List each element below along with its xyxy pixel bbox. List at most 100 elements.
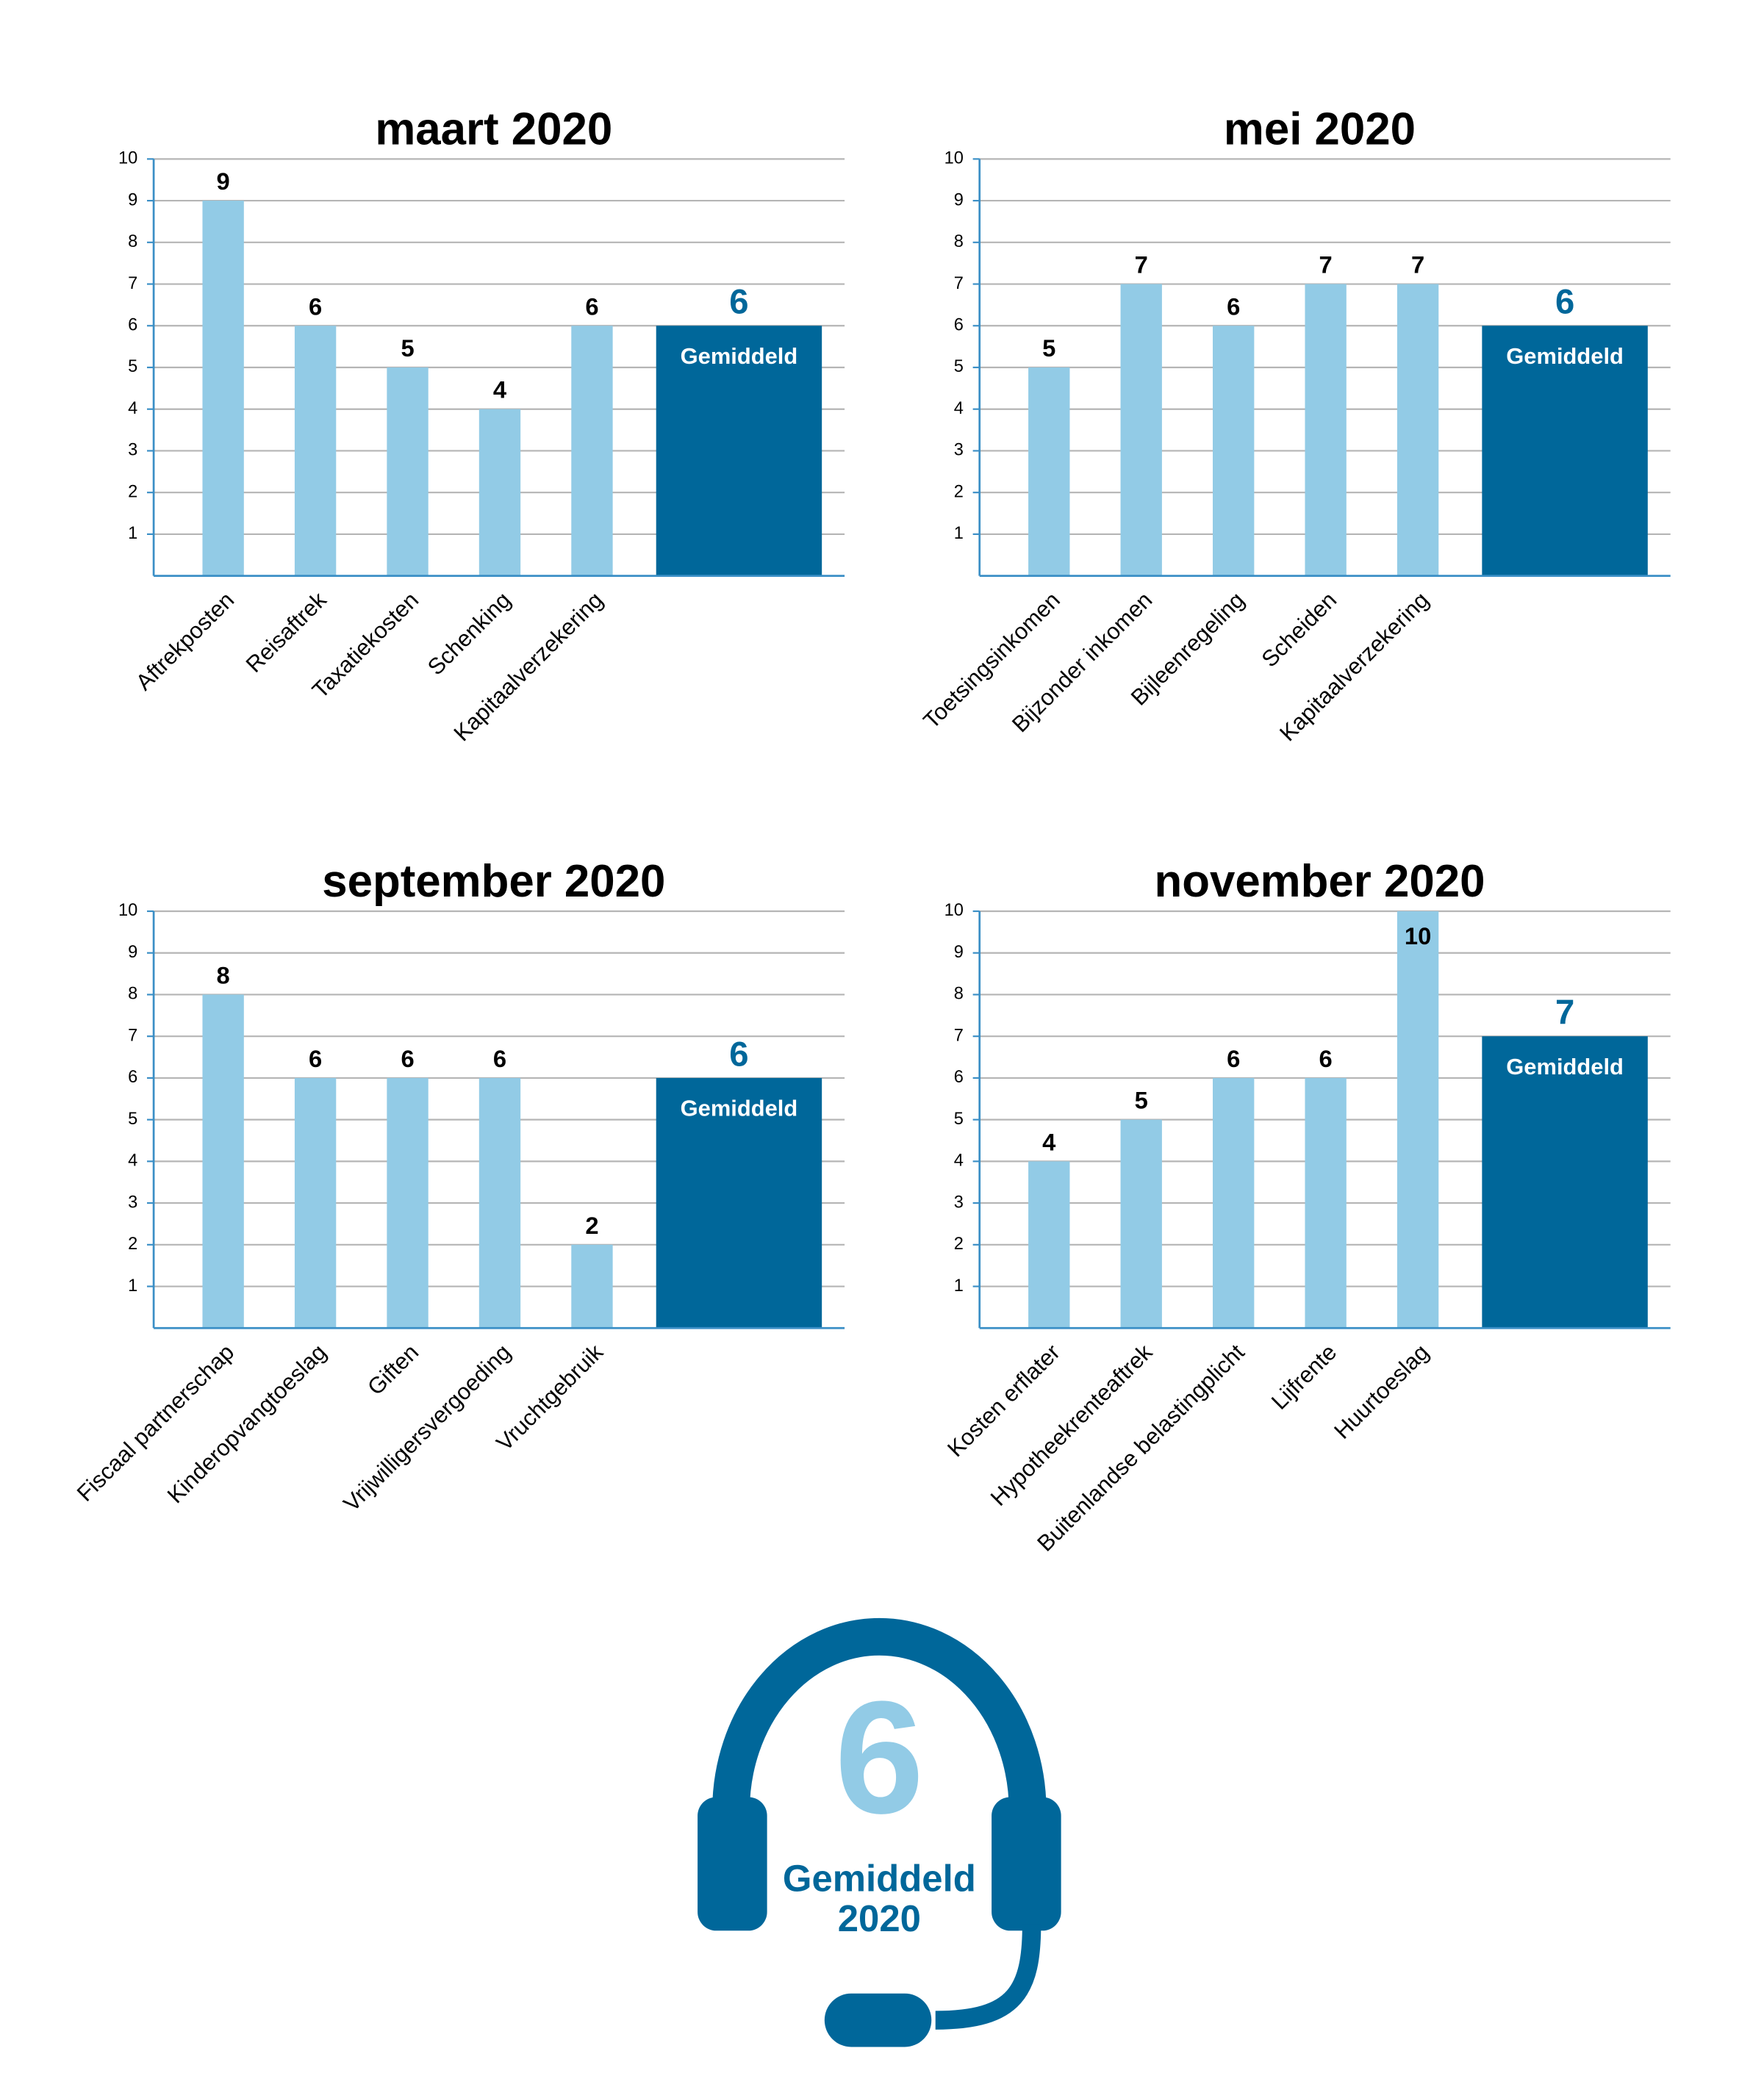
value-label: 6 bbox=[1227, 1045, 1240, 1072]
y-tick-label: 2 bbox=[128, 482, 137, 501]
y-tick-label: 6 bbox=[954, 1068, 964, 1087]
y-tick-label: 3 bbox=[954, 441, 964, 460]
x-tick-label: Giften bbox=[362, 1339, 423, 1400]
chart-title: mei 2020 bbox=[1224, 104, 1416, 154]
chart-title: september 2020 bbox=[322, 856, 665, 907]
bar bbox=[1305, 1077, 1347, 1329]
bar bbox=[1213, 326, 1255, 576]
y-tick-label: 10 bbox=[944, 901, 964, 920]
y-tick-label: 2 bbox=[954, 1235, 964, 1254]
y-tick-label: 4 bbox=[954, 1152, 964, 1171]
x-tick-label: Scheiden bbox=[1256, 587, 1341, 672]
y-tick-label: 3 bbox=[128, 441, 137, 460]
x-tick-label: Lijfrente bbox=[1266, 1339, 1341, 1414]
value-label: 7 bbox=[1319, 251, 1333, 279]
bar bbox=[294, 326, 337, 576]
y-tick-label: 10 bbox=[118, 901, 137, 920]
headband bbox=[712, 1617, 1047, 1864]
y-tick-label: 10 bbox=[118, 149, 137, 168]
headset-icon bbox=[698, 1617, 1061, 2047]
average-label: Gemiddeld bbox=[681, 1096, 798, 1121]
bar bbox=[478, 1077, 521, 1329]
value-label: 5 bbox=[1135, 1087, 1148, 1114]
value-label: 6 bbox=[401, 1045, 414, 1072]
ear-cup bbox=[698, 1797, 767, 1931]
bar bbox=[1028, 1161, 1070, 1329]
y-tick-label: 7 bbox=[128, 1026, 137, 1045]
bar bbox=[571, 1244, 613, 1329]
average-bar bbox=[1482, 326, 1648, 576]
ear-cup bbox=[992, 1797, 1061, 1931]
y-tick-label: 2 bbox=[128, 1235, 137, 1254]
bar bbox=[478, 409, 521, 576]
y-tick-label: 9 bbox=[128, 943, 137, 962]
average-value-label: 6 bbox=[1555, 283, 1574, 322]
value-label: 6 bbox=[309, 1045, 322, 1072]
x-tick-label: Fiscaal partnerschap bbox=[72, 1339, 240, 1506]
bar bbox=[202, 201, 244, 576]
summary-label: Gemiddeld bbox=[783, 1857, 976, 1899]
bar bbox=[1396, 911, 1439, 1329]
x-tick-label: Schenking bbox=[423, 587, 516, 680]
average-bar bbox=[1482, 1036, 1648, 1329]
mic-boom bbox=[935, 1924, 1041, 2030]
y-tick-label: 1 bbox=[954, 1276, 964, 1296]
y-tick-label: 5 bbox=[954, 1110, 964, 1129]
average-bar bbox=[656, 1077, 822, 1329]
value-label: 6 bbox=[1319, 1045, 1333, 1072]
y-tick-label: 8 bbox=[954, 232, 964, 251]
bar bbox=[202, 994, 244, 1329]
y-tick-label: 1 bbox=[128, 524, 137, 543]
y-tick-label: 1 bbox=[954, 524, 964, 543]
x-tick-label: Reisaftrek bbox=[241, 586, 331, 677]
y-tick-label: 7 bbox=[954, 1026, 964, 1045]
value-label: 7 bbox=[1411, 251, 1424, 279]
bar bbox=[1028, 367, 1070, 576]
average-value-label: 6 bbox=[729, 283, 748, 322]
value-label: 5 bbox=[1042, 334, 1055, 362]
y-tick-label: 2 bbox=[954, 482, 964, 501]
y-tick-label: 6 bbox=[128, 316, 137, 335]
x-tick-label: Huurtoeslag bbox=[1329, 1339, 1434, 1444]
value-label: 7 bbox=[1135, 251, 1148, 279]
summary-year: 2020 bbox=[838, 1897, 921, 1939]
x-tick-label: Kinderopvangtoeslag bbox=[162, 1339, 331, 1508]
average-value-label: 6 bbox=[729, 1035, 748, 1074]
average-value-label: 7 bbox=[1555, 994, 1574, 1032]
value-label: 6 bbox=[1227, 292, 1240, 320]
y-tick-label: 8 bbox=[954, 985, 964, 1004]
chart-title: maart 2020 bbox=[375, 104, 612, 154]
x-tick-label: Aftrekposten bbox=[131, 587, 239, 695]
y-tick-label: 9 bbox=[954, 190, 964, 209]
bar bbox=[571, 326, 613, 576]
average-label: Gemiddeld bbox=[681, 343, 798, 369]
x-tick-label: Hypotheekrenteaftrek bbox=[986, 1339, 1158, 1511]
value-label: 6 bbox=[309, 292, 322, 320]
value-label: 8 bbox=[217, 961, 230, 988]
y-tick-label: 5 bbox=[954, 357, 964, 376]
y-tick-label: 10 bbox=[944, 149, 964, 168]
value-label: 9 bbox=[217, 168, 230, 195]
y-tick-label: 4 bbox=[954, 399, 964, 418]
summary-value: 6 bbox=[835, 1668, 924, 1847]
value-label: 4 bbox=[1042, 1128, 1056, 1155]
y-tick-label: 4 bbox=[128, 399, 137, 418]
y-tick-label: 6 bbox=[954, 316, 964, 335]
y-tick-label: 7 bbox=[954, 274, 964, 293]
bar bbox=[387, 1077, 429, 1329]
chart-title: november 2020 bbox=[1154, 856, 1485, 907]
y-tick-label: 7 bbox=[128, 274, 137, 293]
bar bbox=[1396, 284, 1439, 576]
value-label: 5 bbox=[401, 334, 414, 362]
y-tick-label: 3 bbox=[128, 1193, 137, 1212]
y-tick-label: 5 bbox=[128, 357, 137, 376]
average-label: Gemiddeld bbox=[1506, 343, 1624, 369]
y-tick-label: 6 bbox=[128, 1068, 137, 1087]
mic bbox=[824, 1993, 932, 2047]
y-tick-label: 3 bbox=[954, 1193, 964, 1212]
bar bbox=[1120, 1119, 1162, 1329]
bar bbox=[387, 367, 429, 576]
y-tick-label: 5 bbox=[128, 1110, 137, 1129]
